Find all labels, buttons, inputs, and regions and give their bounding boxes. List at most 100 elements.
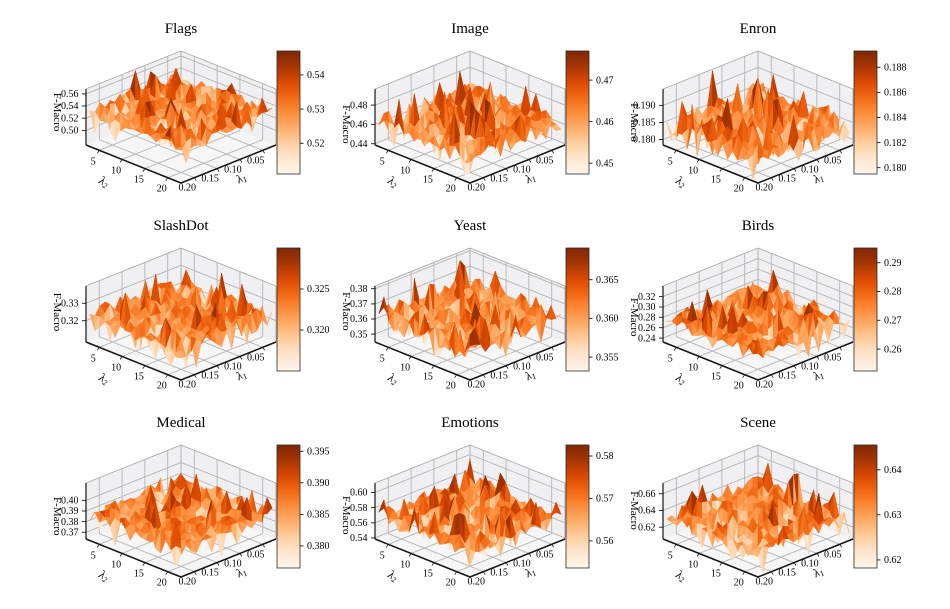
svg-text:0.32: 0.32	[638, 292, 656, 303]
svg-text:0.37: 0.37	[350, 299, 368, 310]
subplot-title: Birds	[741, 218, 775, 234]
svg-text:15: 15	[711, 372, 721, 383]
svg-text:0.360: 0.360	[596, 314, 619, 325]
svg-text:5: 5	[380, 156, 385, 167]
svg-text:20: 20	[734, 184, 744, 195]
subplot-enron: 0.180 0.185 0.190 F-Macro 5 10 15 20 0.20 0.15 0.1…	[618, 14, 908, 214]
svg-text:0.10: 0.10	[513, 361, 531, 372]
svg-text:0.24: 0.24	[638, 333, 656, 344]
svg-text:0.20: 0.20	[468, 380, 486, 391]
svg-text:0.33: 0.33	[61, 299, 79, 310]
svg-text:15: 15	[134, 372, 144, 383]
subplot-image: 0.44 0.46 0.48 F-Macro 5 10 15 20 0.20 0.15 0.10 0.…	[330, 14, 620, 214]
subplot-title: SlashDot	[153, 218, 209, 234]
svg-text:0.54: 0.54	[61, 101, 79, 112]
svg-text:0.32: 0.32	[61, 316, 79, 327]
subplot-slashdot: 0.32 0.33 F-Macro 5 10 15 20 0.20 0.15 0.10 0.05 λ2…	[41, 211, 331, 411]
svg-text:10: 10	[111, 362, 121, 373]
svg-text:λ2: λ2	[95, 173, 111, 191]
svg-text:0.50: 0.50	[61, 126, 79, 137]
svg-text:20: 20	[446, 381, 456, 392]
svg-text:0.05: 0.05	[824, 352, 842, 363]
svg-text:0.185: 0.185	[633, 118, 656, 129]
subplot-yeast: 0.35 0.36 0.37 0.38 F-Macro 5 10 15 20 0.20 0.15 0.…	[330, 211, 620, 411]
svg-text:5: 5	[668, 353, 673, 364]
svg-text:F-Macro: F-Macro	[628, 103, 640, 142]
svg-text:0.52: 0.52	[307, 138, 325, 149]
svg-text:0.05: 0.05	[824, 155, 842, 166]
svg-text:0.05: 0.05	[536, 155, 554, 166]
svg-text:20: 20	[157, 184, 167, 195]
svg-text:0.46: 0.46	[350, 120, 368, 131]
yeast-surface-canvas: 0.35 0.36 0.37 0.38F-Macro 5 10 15 20 0.20 0.15 0.…	[340, 247, 619, 392]
svg-text:10: 10	[688, 165, 698, 176]
svg-text:0.15: 0.15	[490, 174, 508, 185]
svg-text:0.355: 0.355	[596, 352, 619, 363]
svg-text:0.53: 0.53	[307, 104, 325, 115]
subplot-birds: 0.24 0.26 0.28 0.30 0.32 F-Macro 5 10 15 20 0.20 0.…	[618, 211, 908, 411]
svg-text:0.15: 0.15	[490, 371, 508, 382]
svg-text:λ2: λ2	[672, 370, 688, 388]
svg-text:0.54: 0.54	[307, 70, 325, 81]
svg-text:λ2: λ2	[95, 370, 111, 388]
svg-text:0.20: 0.20	[179, 380, 197, 391]
slashdot-surface-canvas: 0.32 0.33F-Macro 5 10 15 20 0.20 0.15 0.10 0.05 λ2…	[51, 247, 330, 392]
svg-text:0.05: 0.05	[536, 352, 554, 363]
svg-text:λ2: λ2	[384, 173, 400, 191]
svg-text:0.182: 0.182	[884, 138, 907, 149]
subplot-title: Flags	[164, 21, 198, 37]
svg-text:0.26: 0.26	[884, 344, 902, 355]
svg-text:0.48: 0.48	[350, 100, 368, 111]
svg-text:0.15: 0.15	[201, 371, 219, 382]
subplot-title: Image	[451, 21, 489, 37]
subplot-emotions: 0.54 0.56 0.58 0.60 F-Macro 5 10 15 20 0.20 0.15 0.…	[330, 408, 620, 608]
svg-text:0.10: 0.10	[801, 361, 819, 372]
svg-text:F-Macro: F-Macro	[51, 93, 63, 132]
svg-text:15: 15	[134, 175, 144, 186]
svg-text:5: 5	[668, 156, 673, 167]
svg-text:0.20: 0.20	[756, 183, 774, 194]
svg-text:0.320: 0.320	[307, 325, 330, 336]
svg-text:0.28: 0.28	[638, 313, 656, 324]
svg-text:F-Macro: F-Macro	[340, 105, 352, 144]
svg-text:0.180: 0.180	[633, 135, 656, 146]
svg-text:0.15: 0.15	[778, 371, 796, 382]
svg-text:10: 10	[688, 362, 698, 373]
svg-text:0.15: 0.15	[201, 174, 219, 185]
svg-text:0.20: 0.20	[179, 183, 197, 194]
svg-text:15: 15	[711, 175, 721, 186]
svg-text:10: 10	[400, 165, 410, 176]
svg-text:0.184: 0.184	[884, 113, 907, 124]
svg-text:0.180: 0.180	[884, 163, 907, 174]
svg-text:0.46: 0.46	[596, 117, 614, 128]
svg-text:0.37: 0.37	[61, 528, 79, 539]
subplot-title: Yeast	[453, 218, 487, 234]
svg-text:0.38: 0.38	[350, 284, 368, 295]
svg-text:0.56: 0.56	[61, 89, 79, 100]
svg-text:0.10: 0.10	[224, 164, 242, 175]
svg-text:15: 15	[423, 175, 433, 186]
svg-text:5: 5	[380, 353, 385, 364]
svg-text:20: 20	[734, 381, 744, 392]
svg-text:0.05: 0.05	[247, 155, 265, 166]
svg-text:0.15: 0.15	[778, 174, 796, 185]
svg-text:10: 10	[400, 362, 410, 373]
svg-text:0.325: 0.325	[307, 284, 330, 295]
svg-text:0.188: 0.188	[884, 63, 907, 74]
subplot-title: Scene	[740, 415, 776, 431]
subplot-flags: 0.50 0.52 0.54 0.56 F-Macro 5 10 15 20 0.20 0.15 0.…	[41, 14, 331, 214]
svg-text:0.47: 0.47	[596, 75, 614, 86]
svg-text:5: 5	[91, 156, 96, 167]
subplot-scene: 0.62 0.64 0.66 F-Macro 5 10 15 20 0.20 0.15 0.10 0.…	[618, 408, 908, 608]
svg-text:0.30: 0.30	[638, 302, 656, 313]
svg-text:15: 15	[423, 372, 433, 383]
svg-text:0.10: 0.10	[224, 361, 242, 372]
svg-text:0.44: 0.44	[350, 139, 368, 150]
